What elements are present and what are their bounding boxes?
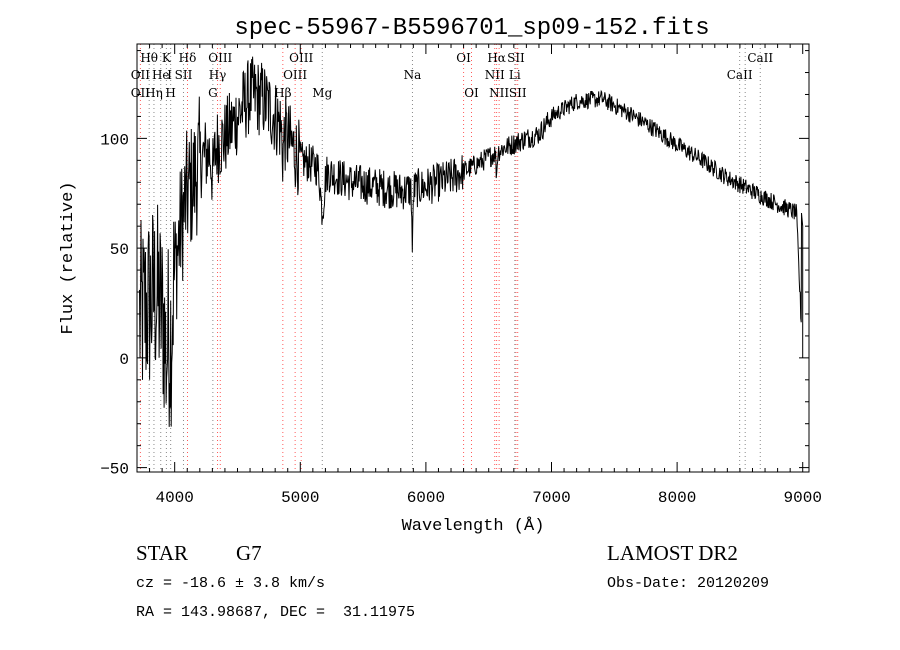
coordinates-text: RA = 143.98687, DEC = 31.11975 — [136, 604, 416, 621]
line-label: OIII — [283, 68, 307, 82]
y-axis-label: Flux (relative) — [59, 181, 78, 334]
line-label: K — [162, 51, 172, 65]
line-label: OI — [456, 51, 471, 65]
spectrum-line — [139, 56, 804, 427]
line-label: SII — [175, 68, 193, 82]
line-label: H — [165, 86, 175, 100]
object-class: STAR — [136, 541, 188, 565]
x-tick-label: 5000 — [281, 489, 319, 507]
line-label: Li — [509, 68, 521, 82]
line-label: Na — [404, 68, 422, 82]
y-axis: −50 0 50 100 — [100, 50, 809, 479]
line-label: OIII — [208, 51, 232, 65]
line-label: OI — [464, 86, 479, 100]
x-tick-label: 8000 — [658, 489, 696, 507]
y-tick-label: 50 — [110, 241, 129, 259]
line-label: Mg — [312, 86, 332, 100]
survey-name: LAMOST DR2 — [607, 541, 738, 565]
x-tick-label: 7000 — [532, 489, 570, 507]
x-axis-label: Wavelength (Å) — [402, 517, 545, 536]
line-label: Hγ — [209, 68, 227, 82]
y-tick-label: 0 — [119, 351, 129, 369]
obs-date: Obs-Date: 20120209 — [607, 575, 770, 592]
x-tick-label: 6000 — [407, 489, 445, 507]
line-label: CaII — [727, 68, 753, 82]
x-tick-label: 4000 — [155, 489, 193, 507]
x-tick-label: 9000 — [784, 489, 822, 507]
line-label: G — [208, 86, 218, 100]
x-axis: 4000 5000 6000 7000 8000 9000 — [149, 44, 822, 507]
line-label: CaII — [747, 51, 773, 65]
line-label: OII — [131, 68, 151, 82]
line-label: SII — [507, 51, 525, 65]
line-label: NII — [485, 68, 505, 82]
line-label: Hθ — [140, 51, 158, 65]
line-label: NII — [489, 86, 509, 100]
line-label: He — [152, 68, 170, 82]
line-label: I — [167, 68, 172, 82]
y-tick-label: −50 — [100, 461, 129, 479]
line-label: SII — [509, 86, 527, 100]
line-label: Hα — [487, 51, 506, 65]
y-tick-label: 100 — [100, 131, 129, 149]
line-label: OII — [131, 86, 151, 100]
line-label: Hβ — [274, 86, 291, 100]
chart-title: spec-55967-B5596701_sp09-152.fits — [234, 15, 709, 42]
redshift-text: cz = -18.6 ± 3.8 km/s — [136, 575, 326, 592]
plot-frame — [136, 43, 810, 473]
line-label: Hδ — [179, 51, 197, 65]
line-label: Hη — [145, 86, 163, 100]
line-label: OIII — [289, 51, 313, 65]
object-subclass: G7 — [236, 541, 262, 565]
